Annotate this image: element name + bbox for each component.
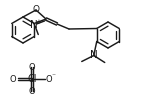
Text: +: + [35,19,41,25]
Text: N: N [90,51,98,61]
Text: ⁻: ⁻ [51,72,55,80]
Text: Cl: Cl [27,74,37,84]
Text: O: O [10,74,16,84]
Text: O: O [29,87,35,95]
Text: O: O [29,63,35,72]
Text: N: N [30,20,38,30]
Text: O: O [32,6,40,14]
Text: O: O [46,74,53,84]
